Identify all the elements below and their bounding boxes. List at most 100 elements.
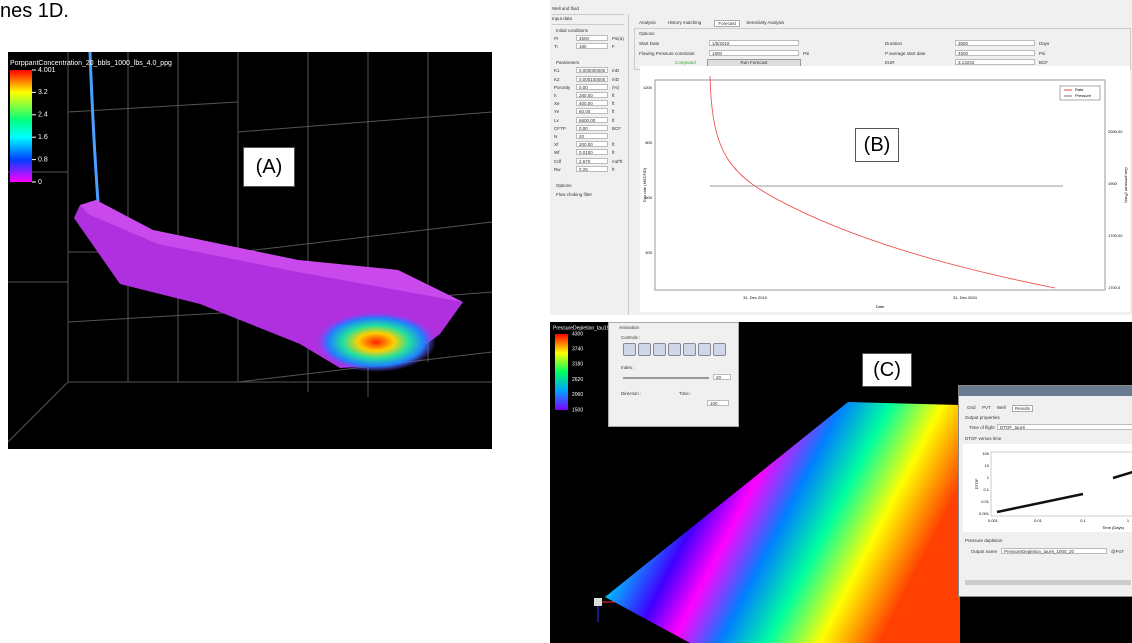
param-field[interactable]: 280.00 [576, 92, 608, 98]
tab[interactable]: History matching [667, 20, 702, 25]
param-unit: Psi(a) [612, 36, 624, 41]
group-label: DTOF versus time [965, 436, 1002, 441]
sidebar: Well and fluid Input data Initial conditio… [550, 6, 629, 315]
dialog-titlebar [959, 386, 1132, 396]
param-field[interactable]: 400.00 [576, 100, 608, 107]
option-field[interactable]: 1800 [709, 50, 799, 56]
param-field[interactable]: 0.00 [576, 124, 608, 131]
y2-tick-label: 1700.00 [1108, 233, 1123, 238]
colorbar-tick-label: 2620 [572, 377, 583, 383]
panel-label: (C) [862, 353, 912, 387]
option-field[interactable]: 3650 [955, 40, 1035, 46]
colorbar-tick-label: 0 [38, 179, 42, 186]
field-label[interactable]: Output name [971, 549, 998, 554]
wellbore [88, 52, 100, 203]
option-label: Start Date [639, 41, 660, 46]
param-field[interactable]: 0.00 [576, 83, 608, 90]
results-dialog: Grid PVT Well Results Output properties Time … [958, 385, 1132, 597]
colorbar-tick-label: 0.8 [38, 156, 48, 163]
tab[interactable]: Analysis [639, 20, 656, 25]
param-field[interactable]: 180 [576, 43, 608, 50]
param-unit: ft [612, 93, 615, 98]
param-field[interactable]: 4500 [576, 35, 608, 41]
x-tick-label: 0.01 [1034, 518, 1043, 523]
time-field[interactable]: 100 [707, 400, 729, 406]
param-unit: ft [612, 109, 615, 115]
y-tick-label: 10 [985, 463, 990, 468]
param-unit: ft [612, 117, 615, 123]
param-field[interactable]: 2.670 [576, 157, 608, 164]
tab[interactable]: Grid [967, 405, 976, 410]
control-button[interactable] [653, 343, 666, 356]
param-field[interactable]: 200.00 [576, 141, 608, 148]
param-label: h [554, 93, 557, 98]
y-tick-label: 0.1 [983, 487, 989, 492]
colorbar [10, 70, 32, 182]
param-label: Ti [554, 44, 558, 50]
colorbar-tick-label: 4300 [572, 331, 583, 337]
param-label: Porosity [554, 84, 571, 90]
tab[interactable]: Forecast [714, 20, 740, 27]
control-button[interactable] [668, 343, 681, 356]
group-title: Options [639, 31, 655, 36]
plot-frame [990, 451, 1132, 517]
tab[interactable]: Results [1012, 405, 1034, 412]
tab[interactable]: PVT [982, 405, 991, 410]
control-button[interactable] [713, 343, 726, 356]
dtof-trend [1112, 470, 1132, 480]
option-field[interactable]: 4500 [955, 50, 1035, 56]
param-unit: ft [612, 142, 615, 148]
param-unit: ft [612, 166, 615, 172]
group-label: Pressure depletion [965, 538, 1003, 543]
x-axis-label: Date [876, 304, 885, 309]
param-field[interactable]: 20 [576, 133, 608, 139]
x-tick-label: 0.001 [988, 518, 999, 523]
output-field[interactable]: PressureDepletion_tauHi_1000_20 [1001, 548, 1107, 554]
rate-curve [709, 75, 1056, 289]
param-label: N [554, 134, 558, 139]
control-button[interactable] [623, 343, 636, 356]
control-button[interactable] [683, 343, 696, 356]
panel-label: (B) [855, 128, 899, 162]
tof-field[interactable]: DTOF_tauHi [997, 424, 1132, 430]
param-field[interactable]: 0.000000000 [576, 67, 608, 74]
plot-frame [654, 79, 1106, 291]
y-tick-label: 100 [982, 451, 989, 456]
option-field[interactable]: 3.13233 [955, 59, 1035, 65]
param-label: Cdf [554, 158, 562, 164]
scrollbar [965, 580, 1131, 585]
param-unit: (%) [612, 84, 619, 90]
param-field[interactable]: 0.25 [576, 165, 608, 172]
tab[interactable]: Sensitivity Analysis [746, 20, 785, 25]
group-label: Direction : [621, 391, 642, 396]
param-label: Lx [554, 117, 559, 123]
tab[interactable]: Well [997, 405, 1006, 410]
param-field[interactable]: 60.00 [576, 108, 608, 115]
field-label[interactable]: Time of flight [969, 425, 995, 430]
panel-label: (A) [243, 147, 295, 187]
y2-axis-label: Gas pressure (Psia) [1124, 167, 1129, 203]
y-tick-label: 1200 [643, 85, 653, 90]
group-title: Initial conditions [556, 28, 589, 33]
y-tick-label: 400 [645, 250, 652, 255]
index-field[interactable]: 20 [713, 374, 731, 380]
colorbar [555, 334, 568, 410]
control-button[interactable] [638, 343, 651, 356]
x-tick-label: 31. Dec 2019 [743, 295, 768, 300]
status: Computed [675, 60, 696, 65]
y-tick-label: 0.001 [979, 511, 990, 516]
param-field[interactable]: 0.0100 [576, 149, 608, 156]
param-field[interactable]: 6600.00 [576, 116, 608, 123]
y2-tick-label: 1900 [1108, 181, 1118, 186]
option-field[interactable]: 1/8/2018 [709, 40, 799, 46]
option-unit: Psi [1039, 51, 1046, 56]
param-label: K1 [554, 68, 560, 74]
mesh-top [80, 200, 463, 302]
control-button[interactable] [698, 343, 711, 356]
param-field[interactable]: 0.000100000 [576, 75, 608, 82]
sidebar-item: Input data [552, 16, 624, 25]
param-label: Wf [554, 150, 560, 156]
colorbar-tick-label: 3740 [572, 347, 583, 353]
dtof-plot: 100 10 1 0.1 0.01 0.001 0.001 0.01 0.1 1 DTOF Time … [963, 444, 1132, 532]
colorbar-tick-label: 4.001 [38, 67, 56, 74]
